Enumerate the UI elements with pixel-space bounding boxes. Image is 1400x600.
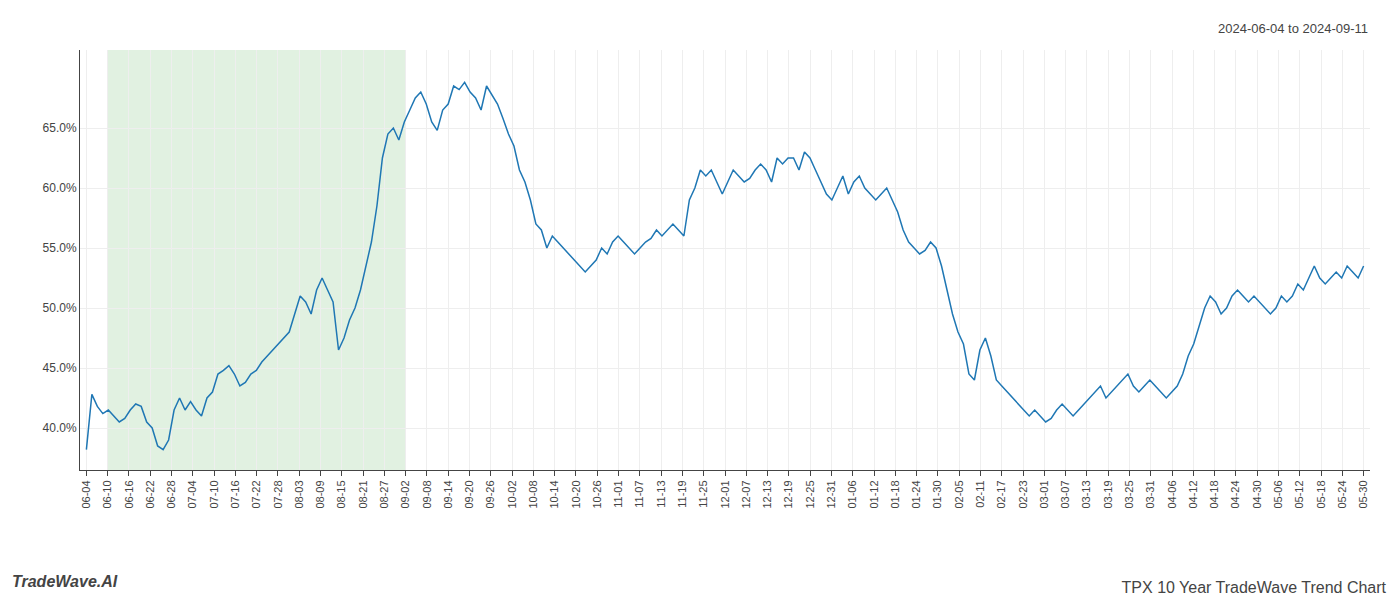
svg-text:10-14: 10-14 [548, 480, 560, 508]
svg-text:05-12: 05-12 [1293, 480, 1305, 508]
svg-text:02-05: 02-05 [953, 480, 965, 508]
svg-text:06-22: 06-22 [144, 480, 156, 508]
svg-text:11-19: 11-19 [676, 480, 688, 507]
svg-text:45.0%: 45.0% [43, 361, 77, 375]
svg-text:03-13: 03-13 [1080, 480, 1092, 508]
svg-text:06-04: 06-04 [80, 480, 92, 508]
svg-text:10-20: 10-20 [570, 480, 582, 508]
svg-text:04-18: 04-18 [1208, 480, 1220, 508]
svg-text:07-10: 07-10 [208, 480, 220, 508]
svg-text:01-18: 01-18 [889, 480, 901, 508]
svg-text:12-25: 12-25 [804, 480, 816, 508]
svg-text:10-02: 10-02 [506, 480, 518, 508]
svg-text:08-21: 08-21 [357, 480, 369, 508]
svg-text:04-12: 04-12 [1187, 480, 1199, 508]
svg-text:08-03: 08-03 [293, 480, 305, 508]
svg-text:2024-06-04 to 2024-09-11: 2024-06-04 to 2024-09-11 [1218, 21, 1368, 36]
svg-text:TPX 10 Year TradeWave Trend Ch: TPX 10 Year TradeWave Trend Chart [1122, 579, 1387, 596]
svg-text:02-11: 02-11 [974, 480, 986, 507]
svg-text:12-31: 12-31 [825, 480, 837, 508]
svg-text:12-19: 12-19 [782, 480, 794, 508]
svg-text:04-24: 04-24 [1229, 480, 1241, 508]
svg-text:07-04: 07-04 [186, 480, 198, 508]
svg-text:08-27: 08-27 [378, 480, 390, 508]
svg-text:04-06: 04-06 [1166, 480, 1178, 508]
svg-text:03-01: 03-01 [1038, 480, 1050, 508]
svg-text:50.0%: 50.0% [43, 301, 77, 315]
svg-text:01-06: 01-06 [846, 480, 858, 508]
svg-text:05-06: 05-06 [1272, 480, 1284, 508]
svg-text:11-13: 11-13 [655, 480, 667, 507]
svg-text:12-01: 12-01 [719, 480, 731, 508]
svg-text:10-08: 10-08 [527, 480, 539, 508]
svg-text:09-26: 09-26 [484, 480, 496, 508]
svg-text:06-16: 06-16 [123, 480, 135, 508]
svg-text:05-30: 05-30 [1357, 480, 1369, 508]
svg-text:09-02: 09-02 [399, 480, 411, 508]
svg-text:05-24: 05-24 [1336, 480, 1348, 508]
svg-text:TradeWave.AI: TradeWave.AI [12, 573, 118, 590]
svg-text:05-18: 05-18 [1315, 480, 1327, 508]
svg-text:01-30: 01-30 [931, 480, 943, 508]
svg-text:06-10: 06-10 [101, 480, 113, 508]
svg-text:07-22: 07-22 [250, 480, 262, 508]
svg-text:55.0%: 55.0% [43, 241, 77, 255]
svg-text:07-28: 07-28 [272, 480, 284, 508]
svg-text:03-19: 03-19 [1102, 480, 1114, 508]
svg-text:01-24: 01-24 [910, 480, 922, 508]
svg-text:04-30: 04-30 [1251, 480, 1263, 508]
svg-text:02-17: 02-17 [995, 480, 1007, 508]
svg-text:03-31: 03-31 [1144, 480, 1156, 508]
svg-text:03-07: 03-07 [1059, 480, 1071, 508]
svg-text:09-20: 09-20 [463, 480, 475, 508]
svg-text:11-25: 11-25 [697, 480, 709, 507]
svg-text:02-23: 02-23 [1017, 480, 1029, 508]
svg-text:03-25: 03-25 [1123, 480, 1135, 508]
svg-text:12-13: 12-13 [761, 480, 773, 508]
svg-text:08-15: 08-15 [335, 480, 347, 508]
svg-text:09-08: 09-08 [421, 480, 433, 508]
svg-text:11-07: 11-07 [633, 480, 645, 507]
svg-text:65.0%: 65.0% [43, 121, 77, 135]
svg-text:01-12: 01-12 [868, 480, 880, 508]
svg-text:60.0%: 60.0% [43, 181, 77, 195]
svg-text:12-07: 12-07 [740, 480, 752, 508]
svg-text:40.0%: 40.0% [43, 421, 77, 435]
svg-text:10-26: 10-26 [591, 480, 603, 508]
svg-text:11-01: 11-01 [612, 480, 624, 507]
svg-text:08-09: 08-09 [314, 480, 326, 508]
svg-text:06-28: 06-28 [165, 480, 177, 508]
svg-text:09-14: 09-14 [442, 480, 454, 508]
svg-text:07-16: 07-16 [229, 480, 241, 508]
